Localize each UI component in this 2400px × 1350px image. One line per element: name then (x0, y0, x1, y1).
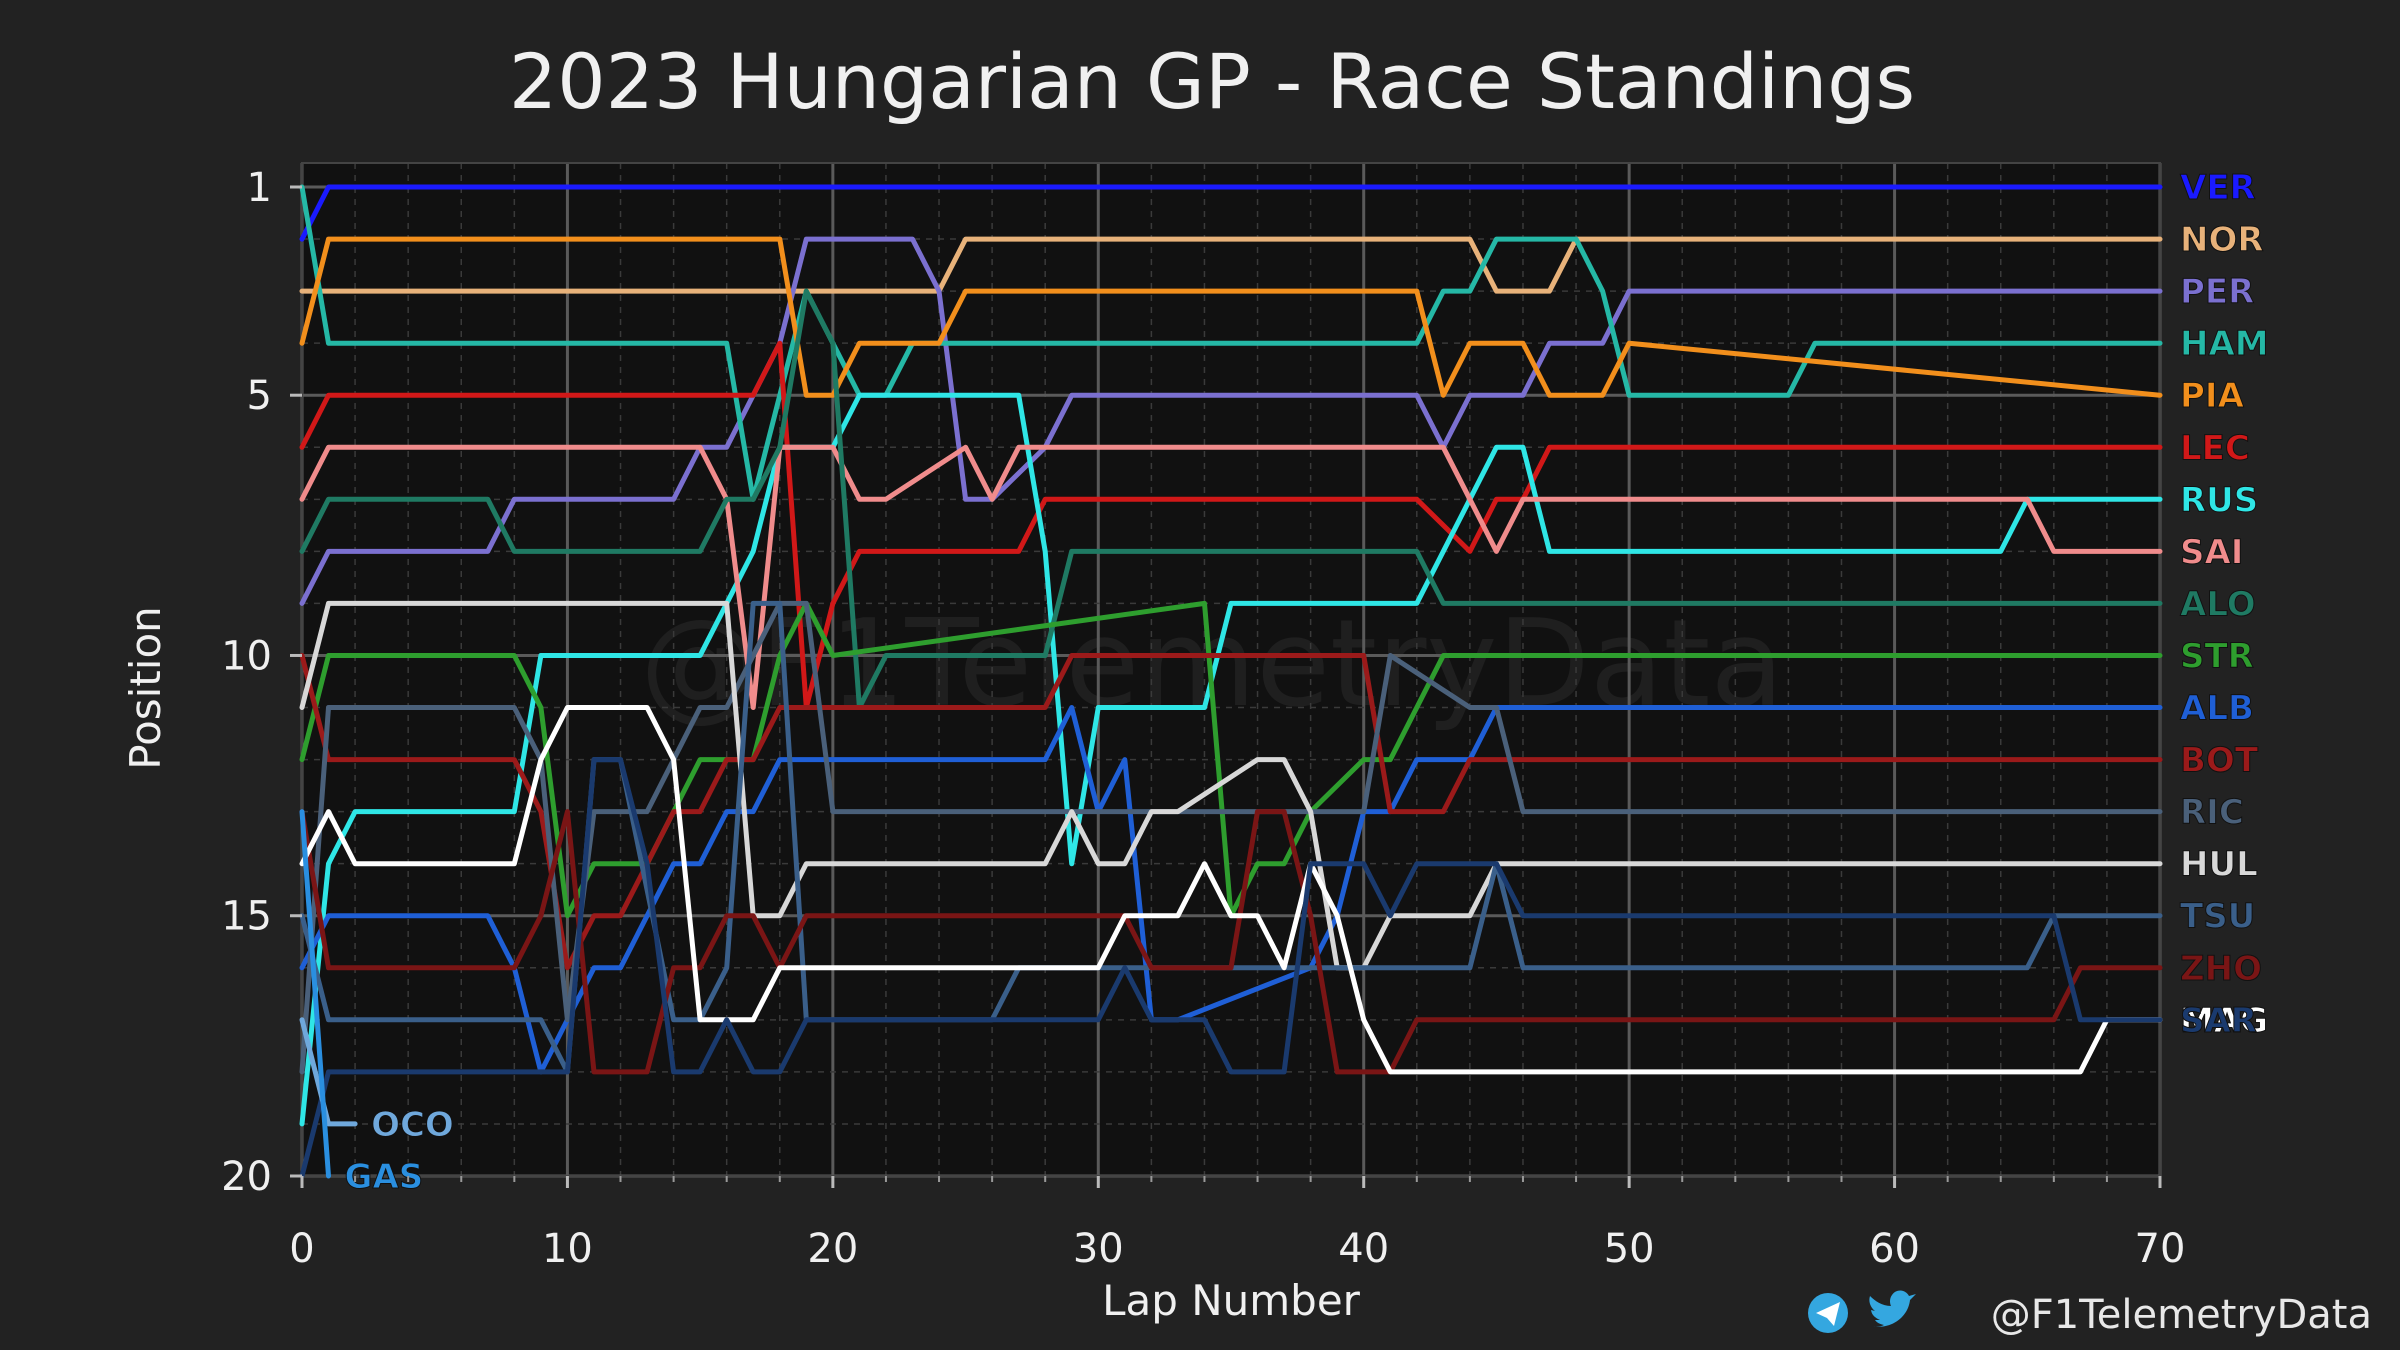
series-line-lec (299, 340, 2163, 710)
series-line-ver (299, 184, 2163, 242)
x-tick-label: 30 (1073, 1226, 1124, 1272)
x-tick-label: 0 (289, 1226, 314, 1272)
series-line-rus (299, 392, 2163, 1127)
series-line-sai (299, 444, 2163, 710)
driver-labels: VER NOR PER HAM PIA LEC RUS SAI ALO STR ALB BOT RIC H… (344, 168, 2269, 1198)
x-tick-label: 70 (2135, 1226, 2186, 1272)
driver-label-mag: MAG (2180, 1001, 2268, 1041)
series-line-zho (299, 809, 2163, 1075)
driver-label-bot: BOT (2180, 741, 2259, 781)
series-lines (299, 184, 2163, 1179)
driver-label-sai: SAI (2180, 532, 2243, 572)
series-line-sar (299, 757, 2163, 1179)
driver-label-hul: HUL (2180, 845, 2258, 885)
plot-area (302, 163, 2160, 1176)
driver-label-zho: ZHO (2180, 949, 2262, 989)
driver-label-nor: NOR (2180, 220, 2264, 260)
driver-label-tsu: TSU (2180, 897, 2255, 937)
y-tick-label: 15 (221, 894, 272, 940)
driver-label-oco: OCO (371, 1105, 454, 1145)
driver-label-ver: VER (2180, 168, 2256, 208)
series-line-oco (299, 1017, 358, 1127)
credit-handle: @F1TelemetryData (1991, 1292, 2372, 1338)
x-tick-label: 10 (542, 1226, 593, 1272)
series-line-ric (299, 600, 2163, 1075)
driver-label-sar: SAR (2180, 1001, 2257, 1041)
x-tick-label: 60 (1869, 1226, 1920, 1272)
plot-frame (301, 162, 2161, 1177)
y-tick-label: 10 (221, 633, 272, 679)
driver-label-ham: HAM (2180, 324, 2269, 364)
driver-label-ric: RIC (2180, 793, 2244, 833)
driver-label-pia: PIA (2180, 376, 2245, 416)
driver-label-gas: GAS (345, 1157, 424, 1197)
y-tick-label: 1 (247, 165, 272, 211)
series-line-mag (299, 705, 2163, 1075)
series-line-gas (299, 809, 331, 1179)
series-line-alo (299, 288, 2163, 710)
y-tick-label: 5 (247, 373, 272, 419)
driver-label-str: STR (2180, 636, 2254, 676)
driver-label-per: PER (2180, 272, 2254, 312)
series-line-bot (299, 653, 2163, 971)
chart-title: 2023 Hungarian GP - Race Standings (509, 37, 1915, 126)
x-tick-label: 50 (1604, 1226, 1655, 1272)
telegram-icon (1808, 1293, 1848, 1333)
series-line-ham (299, 184, 2163, 502)
driver-label-lec: LEC (2180, 428, 2250, 468)
driver-label-alb: ALB (2180, 689, 2254, 729)
x-axis-label: Lap Number (1102, 1276, 1361, 1325)
twitter-icon (1869, 1290, 1916, 1327)
driver-label-alo: ALO (2180, 584, 2256, 624)
series-line-pia (299, 236, 2163, 398)
series-line-nor (299, 236, 2163, 294)
y-tick-label: 20 (221, 1154, 272, 1200)
y-axis-label: Position (121, 606, 170, 770)
driver-label-rus: RUS (2180, 480, 2258, 520)
footer-credit: @F1TelemetryData (1808, 1290, 2372, 1338)
x-tick-label: 20 (807, 1226, 858, 1272)
x-tick-label: 40 (1338, 1226, 1389, 1272)
